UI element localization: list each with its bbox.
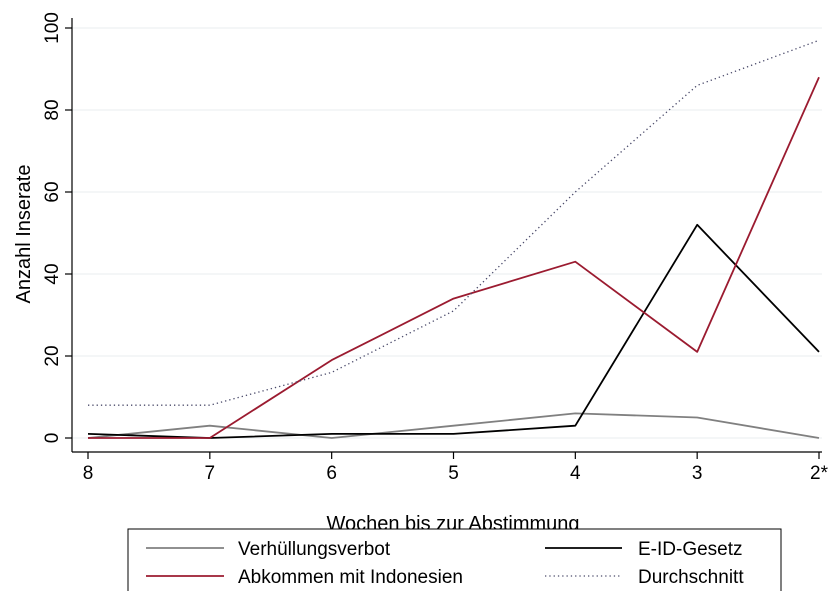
y-tick-label: 100 [42, 12, 63, 44]
y-tick-label: 0 [42, 433, 63, 444]
axes: 0 20 40 60 80 100 8 7 6 5 4 3 2* [42, 12, 829, 484]
series-line-abkommen-mit-indonesien [88, 76, 820, 439]
x-tick-label: 7 [205, 463, 216, 484]
series-line-durchschnitt [88, 39, 820, 406]
legend-label: Verhüllungsverbot [238, 539, 391, 560]
legend: Verhüllungsverbot E-ID-Gesetz Abkommen mit… [127, 528, 782, 591]
x-tick-label: 4 [570, 463, 581, 484]
legend-label: Abkommen mit Indonesien [238, 567, 463, 588]
gridlines [72, 27, 822, 439]
legend-label: E-ID-Gesetz [638, 539, 743, 560]
legend-label: Durchschnitt [638, 567, 744, 588]
x-tick-label: 2* [810, 463, 829, 484]
series-line-e-id-gesetz [87, 223, 820, 439]
y-tick-label: 80 [42, 99, 63, 120]
y-tick-label: 60 [42, 181, 63, 202]
y-tick-label: 40 [42, 263, 63, 284]
x-tick-label: 8 [83, 463, 94, 484]
legend-box [127, 528, 782, 591]
y-axis-label: Anzahl Inserate [13, 165, 35, 304]
y-tick-label: 20 [42, 345, 63, 366]
series-line-verh-llungsverbot [87, 412, 820, 439]
x-tick-label: 6 [326, 463, 337, 484]
x-tick-label: 5 [448, 463, 459, 484]
series-lines [87, 39, 820, 439]
x-tick-label: 3 [692, 463, 703, 484]
